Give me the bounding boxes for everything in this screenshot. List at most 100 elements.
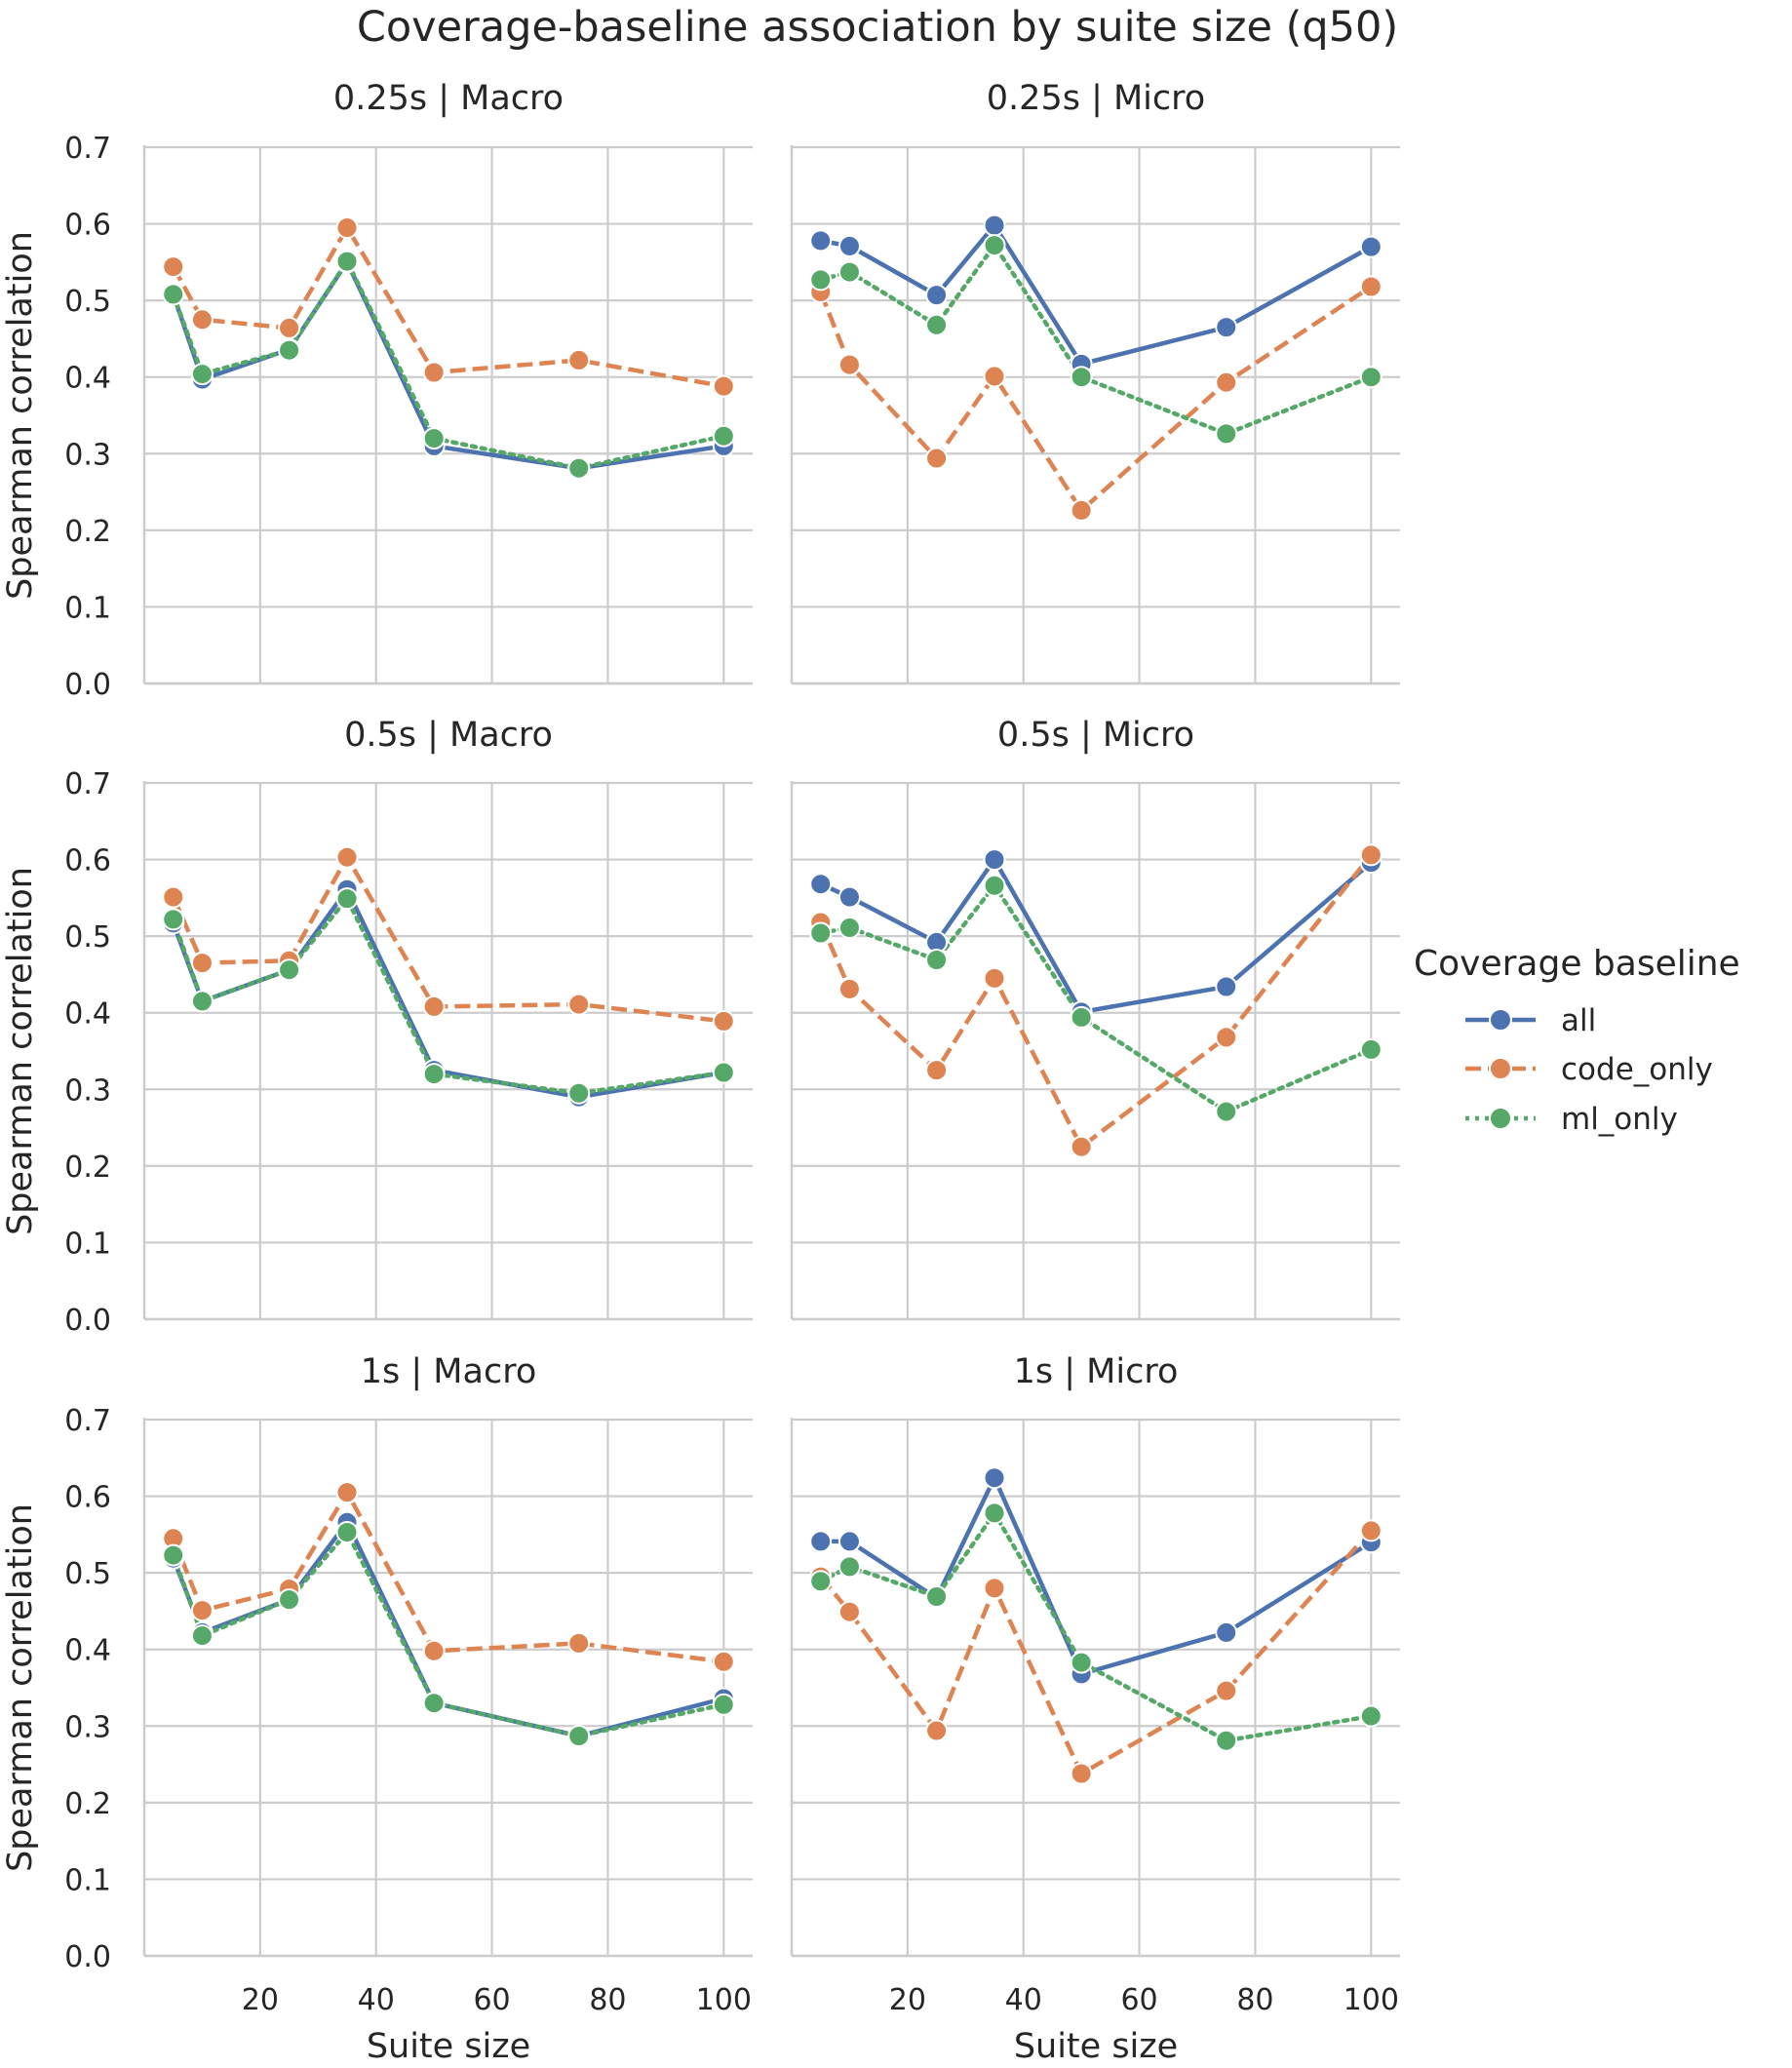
point-ml-only — [983, 1502, 1006, 1525]
point-code-only — [983, 966, 1006, 990]
point-ml-only — [162, 908, 185, 931]
point-ml-only — [567, 1725, 591, 1747]
y-tick-label: 0.5 — [64, 920, 111, 955]
y-axis-label: Spearman correlation — [1, 1503, 40, 1872]
panel-title: 1s | Micro — [1014, 1352, 1179, 1391]
point-all — [1215, 975, 1238, 998]
point-ml-only — [278, 958, 301, 982]
y-tick-label: 0.1 — [64, 1227, 111, 1261]
point-all — [838, 1530, 861, 1553]
point-code-only — [190, 1599, 214, 1622]
y-tick-label: 0.2 — [64, 1787, 111, 1821]
legend-title: Coverage baseline — [1414, 944, 1740, 984]
point-code-only — [162, 255, 185, 279]
point-ml-only — [809, 1570, 833, 1593]
point-ml-only — [278, 338, 301, 362]
point-all — [809, 873, 833, 896]
x-tick-label: 40 — [1005, 1983, 1042, 2017]
point-all — [809, 229, 833, 253]
point-ml-only — [1070, 1005, 1093, 1029]
legend-marker-all — [1489, 1008, 1512, 1032]
panel-1s-micro: 1s | Micro 20 40 60 80 100 Suite size — [790, 1352, 1400, 2066]
point-code-only — [1215, 1026, 1238, 1049]
x-tick-label: 80 — [1236, 1983, 1273, 2017]
point-ml-only — [809, 921, 833, 945]
point-code-only — [925, 1719, 949, 1742]
y-tick-label: 0.6 — [64, 844, 111, 878]
point-ml-only — [925, 1585, 949, 1608]
y-axis-label: Spearman correlation — [1, 231, 40, 600]
panel-title: 1s | Macro — [361, 1352, 536, 1391]
point-code-only — [1359, 275, 1383, 298]
panel-0-25s-macro: 0.25s | Macro 0.0 0.1 0.2 0.3 0.4 0.5 0.6 0.7 Spe… — [1, 79, 753, 702]
point-ml-only — [1359, 1704, 1383, 1728]
point-code-only — [838, 977, 861, 1000]
point-ml-only — [190, 990, 214, 1013]
y-tick-label: 0.3 — [64, 1073, 111, 1108]
x-axis-label: Suite size — [1014, 2027, 1178, 2066]
point-all — [1215, 1620, 1238, 1644]
point-code-only — [712, 1009, 735, 1033]
y-tick-label: 0.0 — [64, 668, 111, 702]
point-code-only — [190, 952, 214, 975]
point-code-only — [925, 1059, 949, 1082]
point-code-only — [335, 1481, 359, 1504]
y-tick-label: 0.0 — [64, 1940, 111, 1974]
chart-title: Coverage-baseline association by suite s… — [357, 3, 1398, 52]
point-code-only — [1215, 371, 1238, 394]
point-ml-only — [162, 283, 185, 306]
point-all — [1215, 316, 1238, 339]
legend-marker-code-only — [1489, 1057, 1512, 1080]
point-ml-only — [1359, 366, 1383, 389]
panel-0-5s-macro: 0.5s | Macro 0.0 0.1 0.2 0.3 0.4 0.5 0.6 0.7 Spea… — [1, 716, 753, 1338]
point-all — [838, 885, 861, 909]
point-ml-only — [838, 1555, 861, 1579]
x-tick-label: 60 — [473, 1983, 510, 2017]
point-all — [983, 1466, 1006, 1490]
y-tick-label: 0.2 — [64, 1151, 111, 1185]
legend-label-ml-only: ml_only — [1561, 1102, 1678, 1137]
point-code-only — [162, 885, 185, 909]
panel-title: 0.5s | Macro — [344, 716, 553, 755]
point-ml-only — [983, 234, 1006, 257]
point-all — [983, 848, 1006, 872]
x-tick-label: 80 — [589, 1983, 626, 2017]
point-ml-only — [983, 874, 1006, 897]
point-ml-only — [335, 250, 359, 273]
point-ml-only — [162, 1543, 185, 1567]
panels: 0.25s | Macro 0.0 0.1 0.2 0.3 0.4 0.5 0.6 0.7 Spe… — [1, 79, 1400, 2066]
point-ml-only — [1070, 366, 1093, 389]
y-tick-label: 0.6 — [64, 209, 111, 243]
point-code-only — [1070, 1762, 1093, 1785]
point-ml-only — [712, 1693, 735, 1716]
point-ml-only — [567, 456, 591, 480]
y-tick-label: 0.6 — [64, 1481, 111, 1515]
panel-title: 0.25s | Macro — [333, 79, 564, 118]
point-all — [809, 1530, 833, 1553]
point-ml-only — [838, 260, 861, 284]
y-axis-label: Spearman correlation — [1, 867, 40, 1235]
point-all — [1359, 235, 1383, 258]
point-code-only — [983, 365, 1006, 388]
panel-title: 0.25s | Micro — [987, 79, 1205, 118]
point-ml-only — [422, 1063, 446, 1086]
legend-entry-all: all — [1465, 1003, 1596, 1038]
point-ml-only — [809, 268, 833, 292]
panel-0-25s-micro: 0.25s | Micro — [790, 79, 1400, 685]
point-code-only — [422, 361, 446, 384]
point-ml-only — [190, 363, 214, 386]
point-ml-only — [712, 424, 735, 448]
x-tick-label: 40 — [358, 1983, 395, 2017]
legend-marker-ml-only — [1489, 1107, 1512, 1130]
panel-1s-macro: 1s | Macro 0.0 0.1 0.2 0.3 0.4 0.5 0.6 0.7 Spearm… — [1, 1352, 753, 2066]
x-tick-label: 100 — [1344, 1983, 1399, 2017]
point-ml-only — [567, 1081, 591, 1105]
y-tick-label: 0.4 — [64, 362, 111, 396]
y-tick-label: 0.7 — [64, 1404, 111, 1438]
point-code-only — [567, 348, 591, 371]
point-ml-only — [422, 427, 446, 450]
x-axis-label: Suite size — [367, 2027, 530, 2066]
point-all — [838, 234, 861, 257]
point-code-only — [422, 1639, 446, 1662]
point-code-only — [335, 216, 359, 239]
